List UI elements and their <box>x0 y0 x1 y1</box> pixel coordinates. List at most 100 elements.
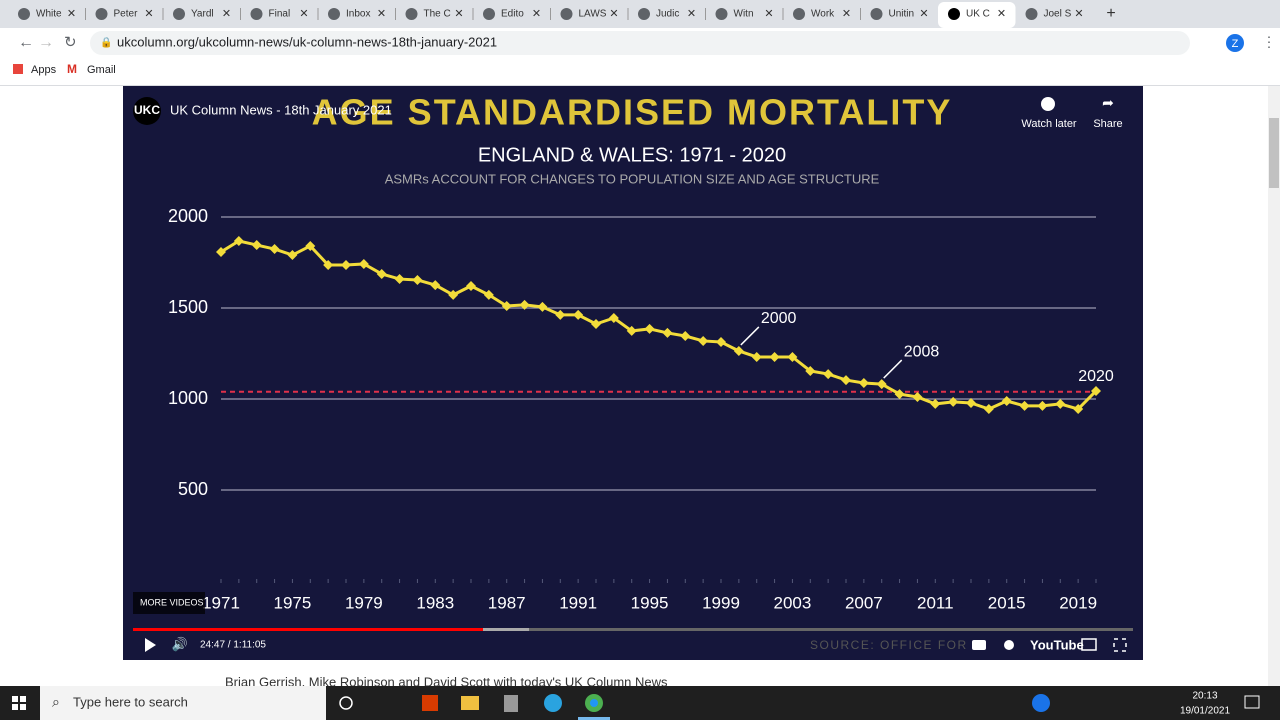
tab-close[interactable]: ✕ <box>532 8 541 20</box>
video-time: 24:47 / 1:11:05 <box>200 640 266 651</box>
volume-button[interactable]: 🔊 <box>172 635 188 652</box>
progress-played <box>133 628 483 631</box>
clock-date: 19/01/2021 <box>1180 706 1230 717</box>
active-tab[interactable] <box>938 2 1016 28</box>
channel-logo-bg <box>133 97 161 125</box>
data-point <box>430 280 441 291</box>
tab-close[interactable]: ✕ <box>67 8 76 20</box>
data-point <box>948 396 959 407</box>
bookmark[interactable]: Apps <box>31 64 57 76</box>
tab-title: Unitin <box>889 9 915 20</box>
tab-close[interactable]: ✕ <box>609 8 618 20</box>
tab-title: Edito <box>501 9 524 20</box>
y-tick-label: 1500 <box>168 297 208 317</box>
progress-buffered <box>483 628 529 631</box>
tab-close[interactable]: ✕ <box>919 8 928 20</box>
data-point <box>519 299 530 310</box>
help-icon[interactable] <box>1032 694 1050 712</box>
forward-button[interactable]: → <box>38 34 54 51</box>
office-app[interactable] <box>422 695 438 711</box>
youtube-logo[interactable]: YouTube <box>1030 637 1084 652</box>
data-point <box>841 375 851 386</box>
address-bar[interactable] <box>90 31 1190 55</box>
search-icon: ⌕ <box>52 694 60 710</box>
start-button-part <box>12 704 18 710</box>
data-point <box>1019 400 1030 411</box>
data-point <box>591 319 601 330</box>
tab-favicon <box>1025 8 1038 20</box>
tab-close[interactable]: ✕ <box>377 8 386 20</box>
more-videos-bg <box>133 592 205 614</box>
play-button[interactable] <box>145 638 156 652</box>
start-button-part <box>20 696 26 702</box>
progress-track[interactable] <box>133 628 1133 631</box>
reload-button[interactable]: ↻ <box>64 34 77 51</box>
data-point <box>626 325 637 336</box>
tab-title: The C <box>424 9 451 20</box>
data-point <box>1037 400 1048 411</box>
bookmark[interactable]: Gmail <box>87 64 116 76</box>
profile-letter: Z <box>1232 38 1239 50</box>
chart: AGE STANDARDISED MORTALITY ENGLAND & WALE… <box>168 92 1114 613</box>
back-button[interactable]: ← <box>18 34 34 51</box>
telegram-app[interactable] <box>544 694 562 712</box>
share[interactable]: Share <box>1093 118 1122 130</box>
tab-close[interactable]: ✕ <box>222 8 231 20</box>
cortana-button[interactable] <box>339 696 353 710</box>
data-point <box>483 289 494 300</box>
x-tick-label: 1983 <box>416 593 454 612</box>
notifications-button[interactable] <box>1244 695 1260 709</box>
data-point <box>608 313 619 324</box>
new-tab-button[interactable]: + <box>1106 5 1115 22</box>
data-point <box>644 323 655 334</box>
more-videos[interactable]: MORE VIDEOS <box>140 597 204 607</box>
data-point <box>341 260 351 271</box>
scrollbar-thumb[interactable] <box>1269 118 1279 188</box>
annotation: 2020 <box>1078 368 1114 385</box>
tab-close[interactable]: ✕ <box>764 8 773 20</box>
profile-avatar[interactable] <box>1226 34 1244 52</box>
data-point <box>412 274 423 285</box>
tab-favicon <box>560 8 573 20</box>
tab-close[interactable]: ✕ <box>454 8 463 20</box>
settings-button[interactable] <box>1004 640 1014 650</box>
data-point <box>1001 396 1012 407</box>
tab-close[interactable]: ✕ <box>842 8 851 20</box>
watch-later[interactable]: Watch later <box>1021 118 1077 130</box>
apps-icon <box>13 64 23 74</box>
data-point <box>233 236 244 247</box>
clock-time: 20:13 <box>1192 691 1217 702</box>
cast-button[interactable] <box>1081 638 1097 651</box>
lock-icon: 🔒 <box>100 37 112 49</box>
data-point <box>662 327 673 338</box>
annotation-leader <box>740 326 760 346</box>
url: ukcolumn.org/ukcolumn-news/uk-column-new… <box>117 34 497 49</box>
start-button[interactable] <box>12 696 18 702</box>
x-tick-label: 2011 <box>917 593 954 612</box>
video-source: SOURCE: OFFICE FOR <box>810 638 968 652</box>
watch-later-icon <box>1041 97 1055 111</box>
tab-close[interactable]: ✕ <box>997 8 1006 20</box>
cc-button[interactable] <box>972 640 986 650</box>
tab-close[interactable]: ✕ <box>299 8 308 20</box>
tab-close[interactable]: ✕ <box>687 8 696 20</box>
menu-button[interactable]: ⋮ <box>1262 34 1276 50</box>
data-point <box>1091 385 1101 396</box>
calculator-app[interactable] <box>504 695 518 712</box>
explorer-app[interactable] <box>461 696 479 710</box>
x-tick-label: 1975 <box>274 593 312 612</box>
tab-favicon <box>715 8 728 20</box>
tab-close[interactable]: ✕ <box>144 8 153 20</box>
data-point <box>1073 404 1084 415</box>
annotation-leader <box>883 359 903 379</box>
tab-close[interactable]: ✕ <box>1074 8 1083 20</box>
fullscreen-button[interactable] <box>1113 638 1127 652</box>
video-title[interactable]: UK Column News - 18th January 2021 <box>170 102 392 117</box>
search-box[interactable] <box>40 686 326 720</box>
tab-title: Peter <box>114 9 139 20</box>
tab-title: Final <box>269 9 291 20</box>
data-point <box>216 246 226 257</box>
video-player[interactable] <box>123 86 1143 660</box>
